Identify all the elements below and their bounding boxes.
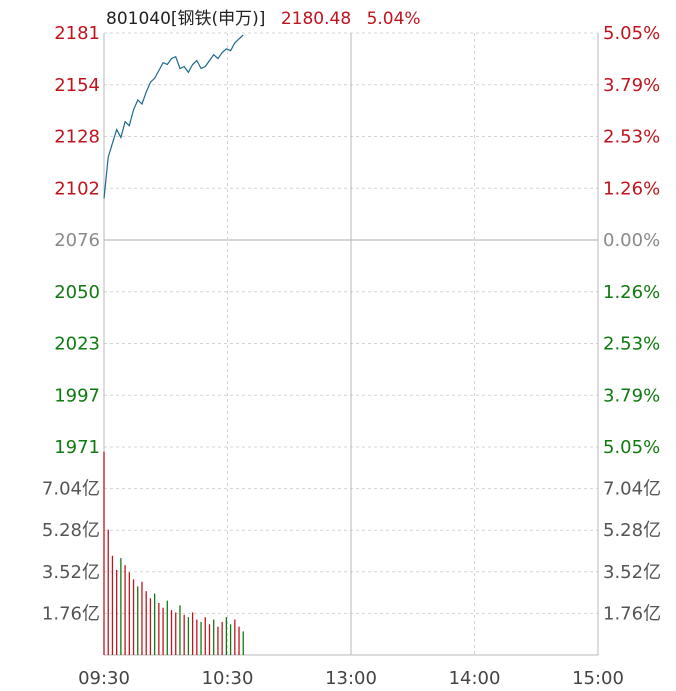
index-price: 2180.48 xyxy=(280,9,352,29)
right-pct-label: 5.05% xyxy=(603,23,660,44)
right-pct-label: 2.53% xyxy=(603,127,660,148)
right-pct-label: 2.53% xyxy=(603,334,660,355)
right-pct-label: 3.79% xyxy=(603,385,660,406)
right-volume-label: 1.76亿 xyxy=(603,603,661,624)
right-pct-label: 3.79% xyxy=(603,75,660,96)
left-price-label: 2128 xyxy=(54,127,100,148)
left-price-label: 2023 xyxy=(54,334,100,355)
time-label: 09:30 xyxy=(78,668,130,689)
time-label: 15:00 xyxy=(572,668,624,689)
grid-lines xyxy=(103,32,599,656)
right-volume-label: 7.04亿 xyxy=(603,479,661,500)
left-axis-labels: 2181 2154 2128 2102 2076 2050 2023 1997 1971 xyxy=(54,23,100,458)
right-pct-label: 5.05% xyxy=(603,437,660,458)
right-volume-label: 5.28亿 xyxy=(603,520,661,541)
right-pct-label: 1.26% xyxy=(603,178,660,199)
time-label: 10:30 xyxy=(202,668,254,689)
left-volume-label: 1.76亿 xyxy=(42,603,100,624)
time-label: 13:00 xyxy=(325,668,377,689)
chart-header: 801040[钢铁(申万)] 2180.48 5.04% xyxy=(106,4,431,29)
left-price-label: 1997 xyxy=(54,385,100,406)
right-axis-labels: 5.05% 3.79% 2.53% 1.26% 0.00% 1.26% 2.53% 3.79%… xyxy=(603,23,660,458)
right-pct-label: 0.00% xyxy=(603,230,660,251)
time-label: 14:00 xyxy=(449,668,501,689)
left-price-label: 1971 xyxy=(54,437,100,458)
volume-bars xyxy=(103,451,244,655)
left-volume-label: 7.04亿 xyxy=(42,479,100,500)
price-line xyxy=(103,34,244,199)
left-volume-label: 5.28亿 xyxy=(42,520,100,541)
time-axis-labels: 09:30 10:30 13:00 14:00 15:00 xyxy=(78,668,624,689)
volume-axis-labels: 7.04亿 7.04亿 5.28亿 5.28亿 3.52亿 3.52亿 1.76亿 1.76亿 xyxy=(42,479,661,625)
price-line-group xyxy=(103,34,244,199)
left-volume-label: 3.52亿 xyxy=(42,562,100,583)
left-price-label: 2102 xyxy=(54,178,100,199)
index-code-name: 801040[钢铁(申万)] xyxy=(106,9,266,29)
left-price-label: 2154 xyxy=(54,75,100,96)
right-pct-label: 1.26% xyxy=(603,282,660,303)
left-price-label: 2181 xyxy=(54,23,100,44)
right-volume-label: 3.52亿 xyxy=(603,562,661,583)
left-price-label: 2076 xyxy=(54,230,100,251)
left-price-label: 2050 xyxy=(54,282,100,303)
index-change: 5.04% xyxy=(366,9,421,29)
